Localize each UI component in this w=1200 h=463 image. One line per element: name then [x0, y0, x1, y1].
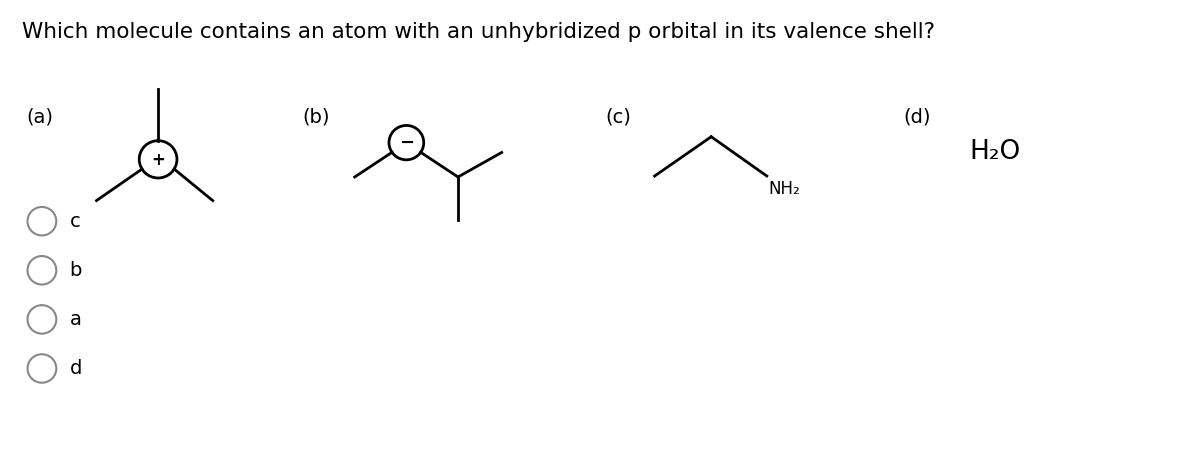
Text: a: a	[70, 310, 82, 329]
Text: H₂O: H₂O	[970, 139, 1021, 165]
Text: Which molecule contains an atom with an unhybridized p orbital in its valence sh: Which molecule contains an atom with an …	[22, 22, 935, 42]
Text: −: −	[398, 134, 414, 151]
Text: (d): (d)	[902, 107, 930, 126]
Text: c: c	[70, 212, 80, 231]
Text: +: +	[151, 151, 166, 169]
Text: d: d	[70, 359, 82, 378]
Text: NH₂: NH₂	[769, 180, 800, 198]
Text: (b): (b)	[302, 107, 330, 126]
Text: (c): (c)	[605, 107, 631, 126]
Text: (a): (a)	[26, 107, 53, 126]
Text: b: b	[70, 261, 82, 280]
